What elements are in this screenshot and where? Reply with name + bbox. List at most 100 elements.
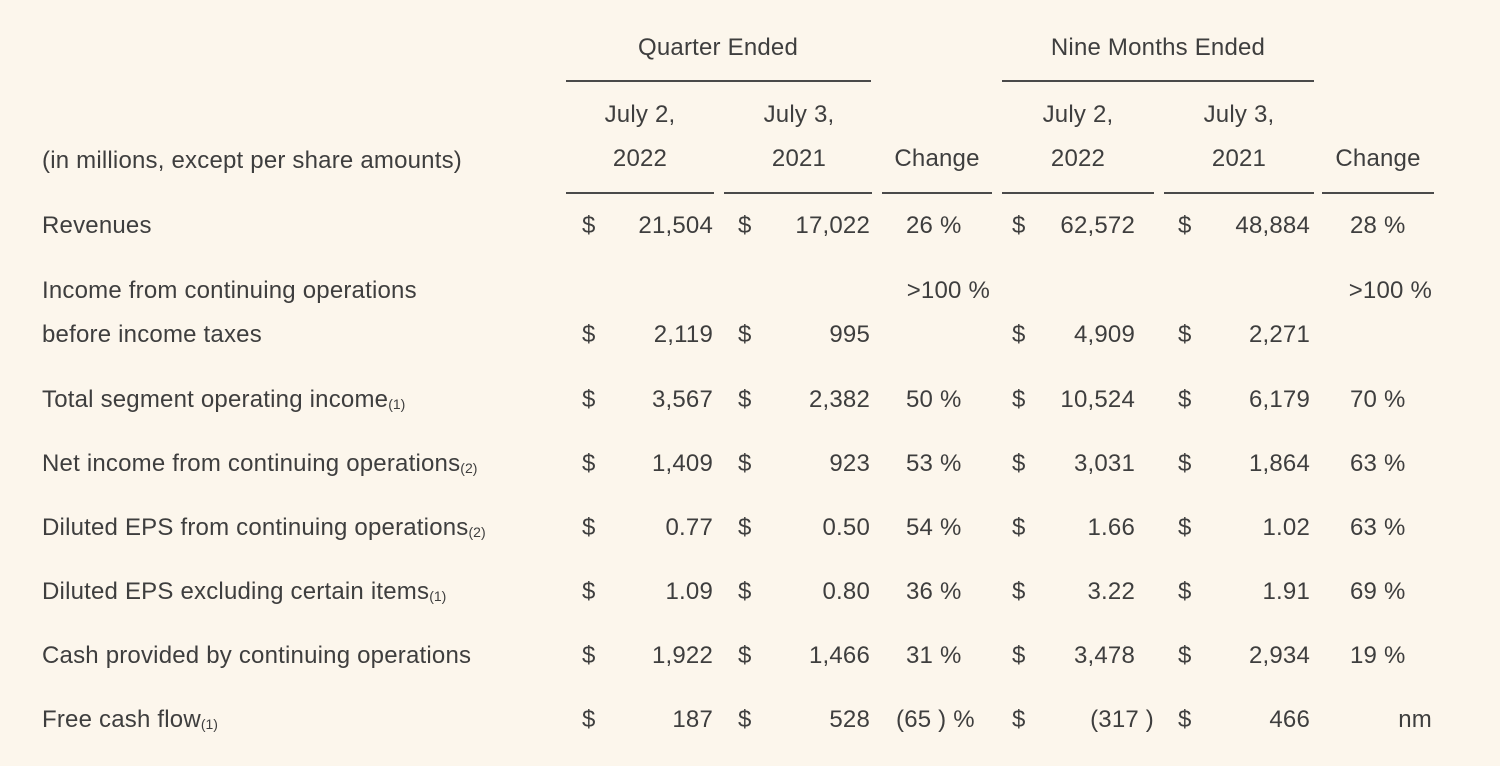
q-cur-dollar: $ <box>582 514 596 541</box>
q-cur-value: 21,504 <box>638 212 713 239</box>
n-change-value: 70 % <box>1350 386 1406 413</box>
n-prior-dollar: $ <box>1178 706 1192 733</box>
q-prior-dollar: $ <box>738 514 752 541</box>
n-cur-value: (317 ) <box>1090 706 1154 733</box>
n-prior-dollar: $ <box>1178 642 1192 669</box>
n-prior-dollar: $ <box>1178 514 1192 541</box>
col-header-q-cur-line1: July 2, <box>604 101 676 128</box>
group-header-quarter: Quarter Ended <box>637 34 799 61</box>
n-cur-dollar: $ <box>1012 321 1026 348</box>
group-header-nine-months: Nine Months Ended <box>1050 34 1266 61</box>
q-prior-dollar: $ <box>738 321 752 348</box>
row-label-revenues: Revenues <box>42 212 152 239</box>
q-change-value: 26 % <box>906 212 962 239</box>
row-label-net-income-continuing: Net income from continuing operations(2) <box>42 450 478 477</box>
n-cur-dollar: $ <box>1012 706 1026 733</box>
n-prior-value: 466 <box>1269 706 1310 733</box>
q-prior-dollar: $ <box>738 706 752 733</box>
q-cur-value: 0.77 <box>665 514 713 541</box>
row-label-free-cash-flow: Free cash flow(1) <box>42 706 218 733</box>
col-header-q-cur-line2: 2022 <box>612 145 668 172</box>
col-header-n-prior-line2: 2021 <box>1211 145 1267 172</box>
q-prior-dollar: $ <box>738 642 752 669</box>
group-underline-nine-months <box>1002 80 1314 82</box>
q-prior-dollar: $ <box>738 450 752 477</box>
q-change-value: 53 % <box>906 450 962 477</box>
q-cur-value: 3,567 <box>651 386 713 413</box>
n-change-value: >100 % <box>1348 277 1432 304</box>
n-cur-dollar: $ <box>1012 212 1026 239</box>
n-prior-dollar: $ <box>1178 321 1192 348</box>
group-underline-quarter <box>566 80 871 82</box>
q-prior-value: 1,466 <box>808 642 870 669</box>
col-underline-n-change <box>1322 192 1434 194</box>
q-prior-dollar: $ <box>738 386 752 413</box>
row-label-total-segment-operating-income: Total segment operating income(1) <box>42 386 406 413</box>
q-cur-value: 1,409 <box>651 450 713 477</box>
q-change-value: 50 % <box>906 386 962 413</box>
footnote-marker: (2) <box>468 524 486 540</box>
n-prior-dollar: $ <box>1178 450 1192 477</box>
col-header-n-change: Change <box>1335 145 1421 172</box>
q-change-value: >100 % <box>906 277 990 304</box>
n-prior-dollar: $ <box>1178 386 1192 413</box>
n-change-value: nm <box>1398 706 1432 733</box>
col-underline-q-prior <box>724 192 872 194</box>
col-header-n-cur-line1: July 2, <box>1042 101 1114 128</box>
q-cur-dollar: $ <box>582 212 596 239</box>
n-cur-dollar: $ <box>1012 578 1026 605</box>
n-prior-value: 1.91 <box>1262 578 1310 605</box>
col-header-q-change: Change <box>894 145 980 172</box>
n-cur-value: 3,478 <box>1073 642 1135 669</box>
col-header-q-prior-line1: July 3, <box>763 101 835 128</box>
n-cur-value: 62,572 <box>1060 212 1135 239</box>
q-prior-dollar: $ <box>738 212 752 239</box>
q-cur-dollar: $ <box>582 642 596 669</box>
q-prior-value: 923 <box>829 450 870 477</box>
q-prior-value: 2,382 <box>808 386 870 413</box>
n-cur-value: 3,031 <box>1073 450 1135 477</box>
n-prior-value: 1.02 <box>1262 514 1310 541</box>
q-cur-dollar: $ <box>582 578 596 605</box>
q-prior-value: 528 <box>829 706 870 733</box>
units-label: (in millions, except per share amounts) <box>42 147 462 174</box>
n-prior-value: 2,934 <box>1248 642 1310 669</box>
q-prior-value: 995 <box>829 321 870 348</box>
footnote-marker: (1) <box>200 716 218 732</box>
q-change-value: (65 ) % <box>896 706 975 733</box>
q-cur-dollar: $ <box>582 386 596 413</box>
n-prior-value: 6,179 <box>1248 386 1310 413</box>
n-cur-value: 1.66 <box>1087 514 1135 541</box>
n-change-value: 69 % <box>1350 578 1406 605</box>
col-underline-q-change <box>882 192 992 194</box>
q-prior-dollar: $ <box>738 578 752 605</box>
q-cur-value: 2,119 <box>653 321 713 348</box>
q-cur-value: 1.09 <box>665 578 713 605</box>
q-cur-dollar: $ <box>582 450 596 477</box>
n-change-value: 63 % <box>1350 514 1406 541</box>
row-label-diluted-eps-continuing: Diluted EPS from continuing operations(2… <box>42 514 486 541</box>
row-label-income-before-taxes-line2: before income taxes <box>42 321 262 348</box>
n-prior-dollar: $ <box>1178 578 1192 605</box>
col-underline-n-cur <box>1002 192 1154 194</box>
q-cur-dollar: $ <box>582 706 596 733</box>
footnote-marker: (1) <box>429 588 447 604</box>
q-prior-value: 0.50 <box>822 514 870 541</box>
col-header-q-prior-line2: 2021 <box>771 145 827 172</box>
col-header-n-prior-line1: July 3, <box>1203 101 1275 128</box>
n-cur-dollar: $ <box>1012 514 1026 541</box>
n-change-value: 19 % <box>1350 642 1406 669</box>
n-cur-value: 4,909 <box>1073 321 1135 348</box>
n-cur-value: 10,524 <box>1060 386 1135 413</box>
col-underline-q-cur <box>566 192 714 194</box>
q-prior-value: 0.80 <box>822 578 870 605</box>
col-header-n-cur-line2: 2022 <box>1050 145 1106 172</box>
col-underline-n-prior <box>1164 192 1314 194</box>
q-cur-dollar: $ <box>582 321 596 348</box>
n-cur-dollar: $ <box>1012 642 1026 669</box>
footnote-marker: (2) <box>460 460 478 476</box>
q-change-value: 54 % <box>906 514 962 541</box>
q-cur-value: 1,922 <box>651 642 713 669</box>
q-cur-value: 187 <box>672 706 713 733</box>
